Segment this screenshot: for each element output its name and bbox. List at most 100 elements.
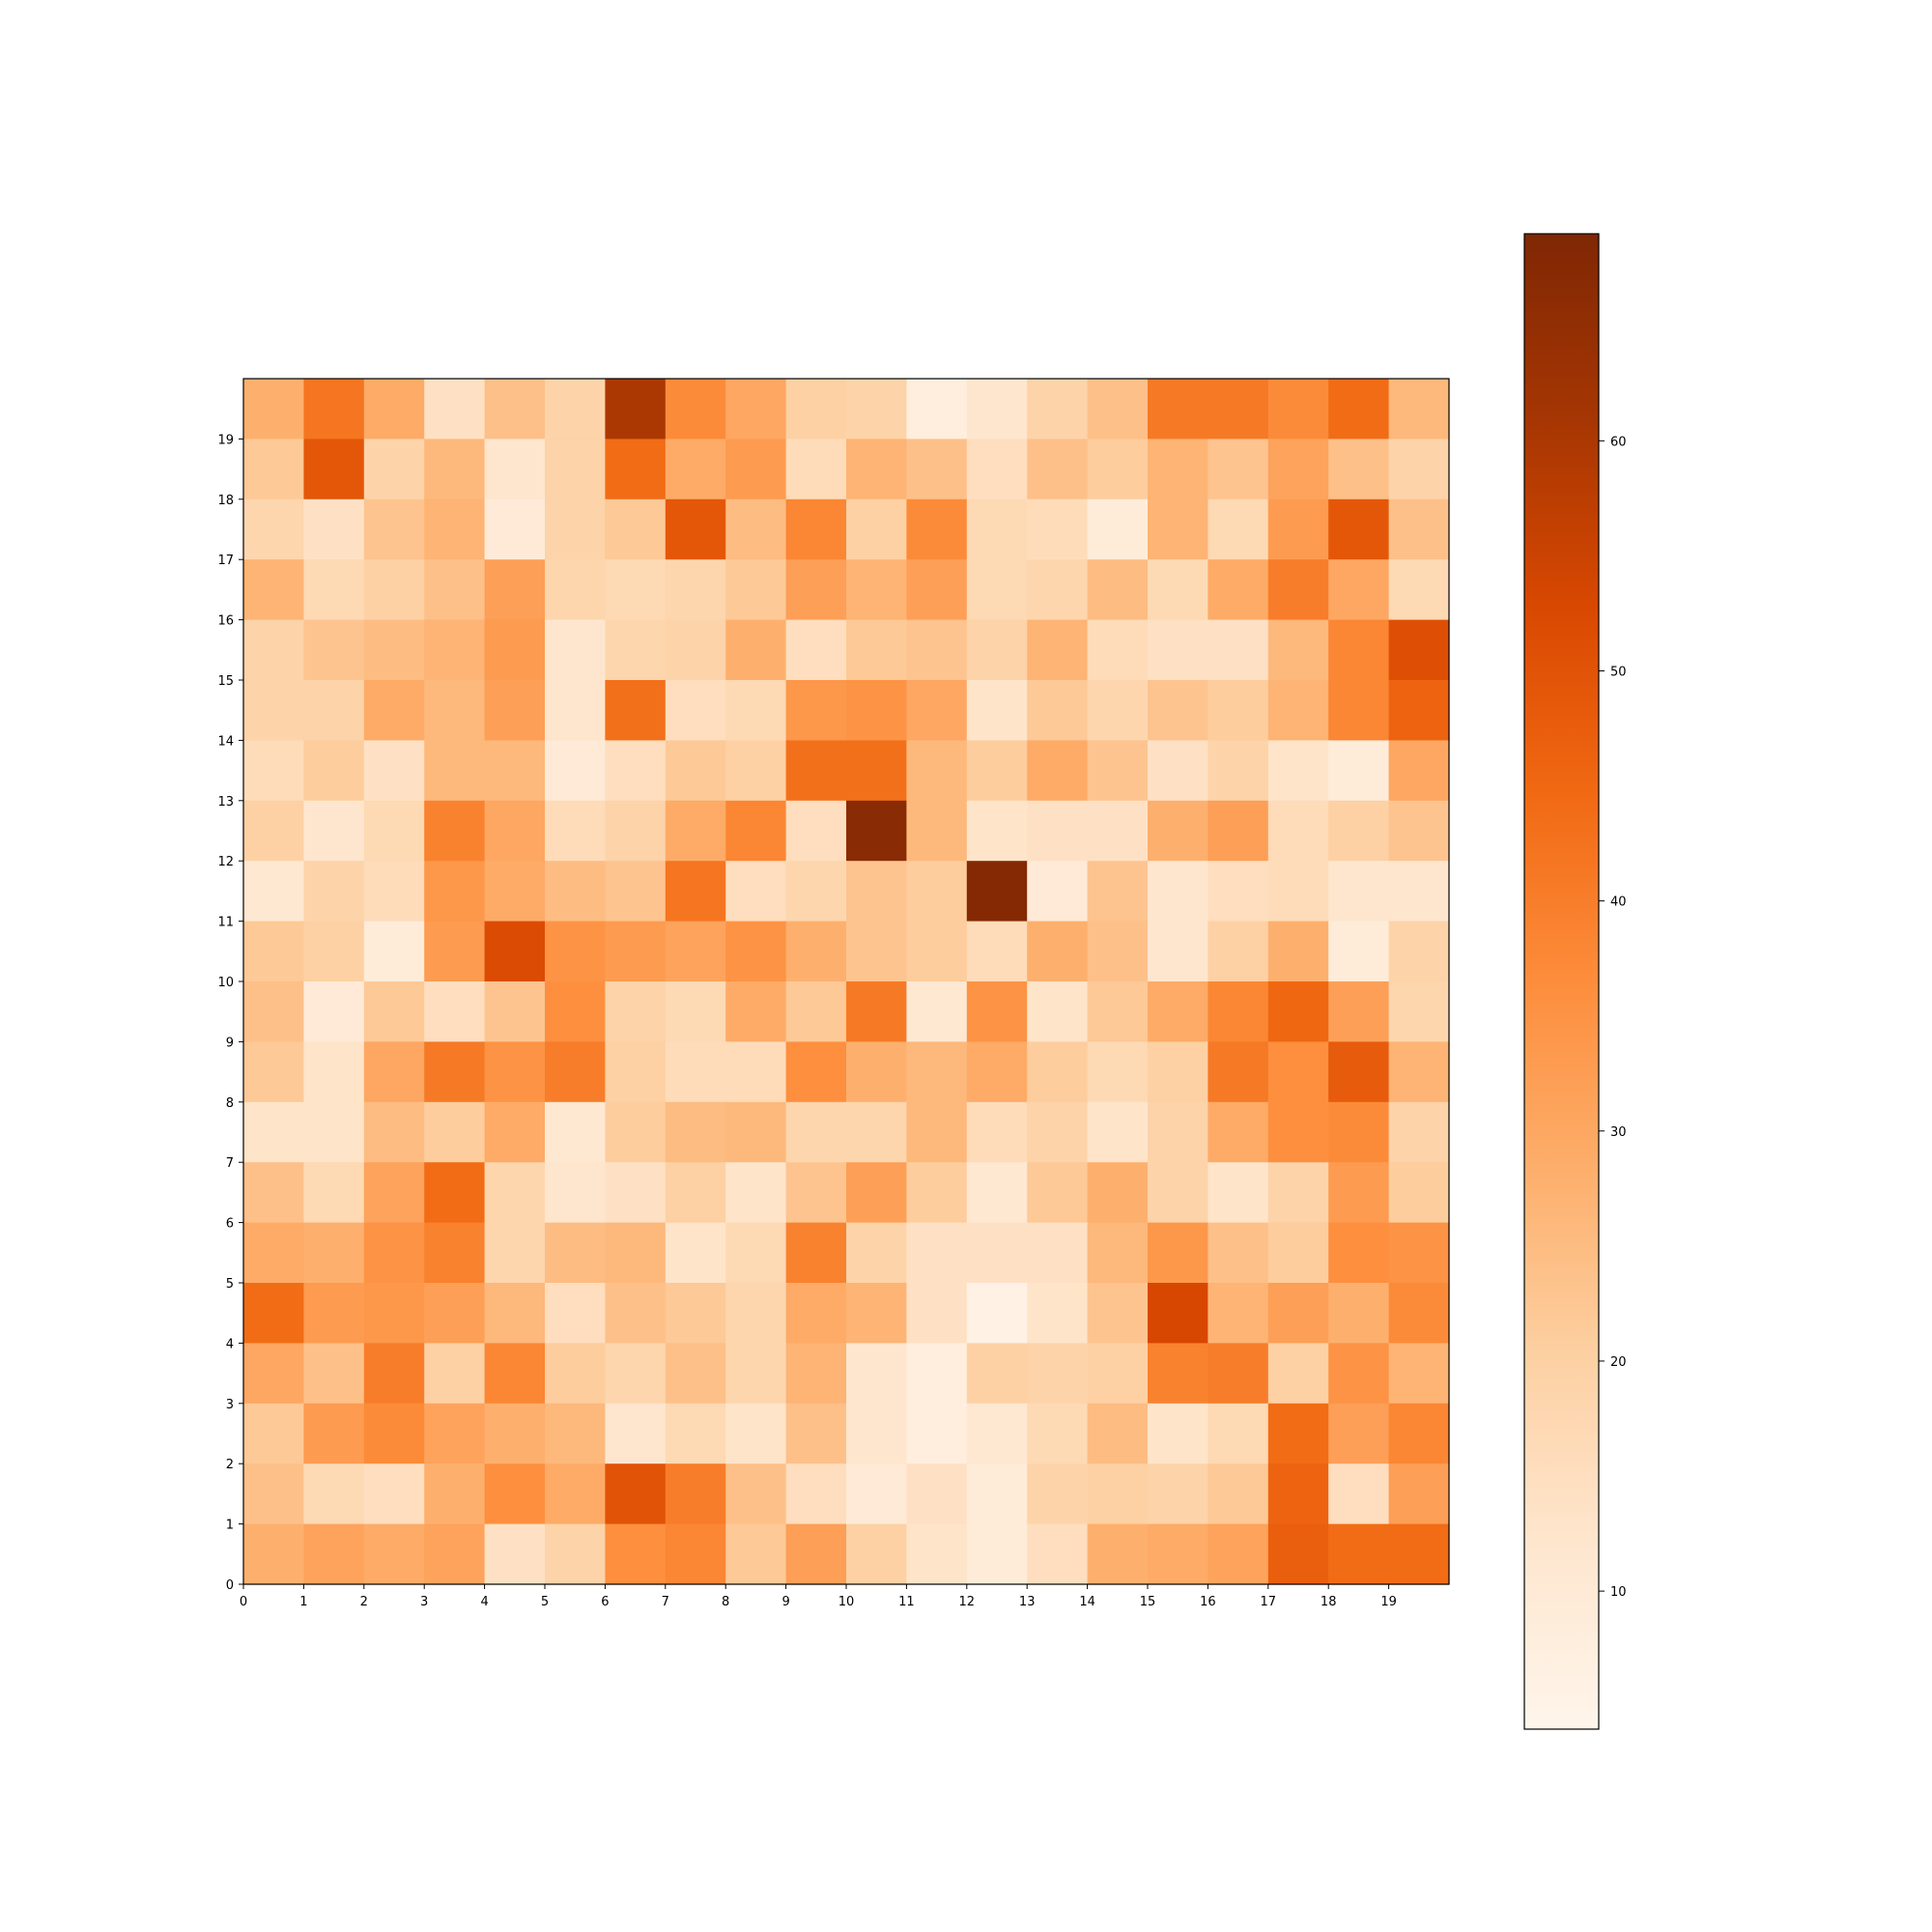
heatmap-cell	[545, 498, 606, 560]
heatmap-cell	[966, 559, 1028, 621]
heatmap-cell	[484, 1222, 546, 1284]
heatmap-cell	[966, 800, 1028, 862]
heatmap-cell	[1267, 1041, 1329, 1103]
heatmap-cell	[725, 921, 787, 982]
heatmap-cell	[725, 740, 787, 802]
heatmap-cell	[1148, 1463, 1208, 1525]
heatmap-cell	[605, 1463, 667, 1525]
heatmap-cell	[605, 439, 667, 500]
y-tick-label: 8	[226, 1096, 234, 1111]
heatmap-cell	[243, 1041, 304, 1103]
heatmap-cell	[665, 1283, 726, 1344]
heatmap-cell	[1027, 680, 1089, 741]
y-tick-label: 18	[217, 494, 234, 508]
heatmap-cell	[846, 1523, 907, 1585]
heatmap-cell	[1027, 740, 1089, 802]
x-tick-label: 5	[541, 1595, 549, 1609]
y-tick-label: 16	[217, 614, 234, 629]
heatmap-cell	[906, 1162, 968, 1224]
heatmap-cell	[725, 861, 787, 923]
heatmap-cell	[966, 498, 1028, 560]
y-tick-label: 14	[217, 734, 234, 749]
x-tick-label: 15	[1140, 1595, 1156, 1609]
heatmap-cell	[665, 498, 726, 560]
heatmap-cell	[1087, 921, 1149, 982]
heatmap-cell	[725, 439, 787, 500]
heatmap-cell	[484, 740, 546, 802]
colorbar-tick-label: 40	[1610, 895, 1627, 910]
heatmap-cell	[1027, 379, 1089, 440]
heatmap-cell	[1208, 1403, 1269, 1464]
heatmap-cell	[1148, 1101, 1208, 1163]
heatmap-cell	[1027, 1523, 1089, 1585]
heatmap-cell	[303, 1343, 365, 1405]
heatmap-cell	[1027, 1283, 1089, 1344]
heatmap-cell	[725, 1403, 787, 1464]
heatmap-cell	[1087, 1041, 1149, 1103]
heatmap-cell	[1208, 1283, 1269, 1344]
heatmap-cell	[785, 379, 847, 440]
heatmap-cell	[605, 1162, 667, 1224]
heatmap-cell	[785, 1222, 847, 1284]
heatmap-cell	[605, 498, 667, 560]
heatmap-cell	[1148, 619, 1208, 681]
heatmap-cell	[1388, 1343, 1450, 1405]
heatmap-cell	[243, 1463, 304, 1525]
heatmap-cell	[966, 619, 1028, 681]
heatmap-cell	[363, 1101, 425, 1163]
heatmap-cell	[363, 1162, 425, 1224]
heatmap-cell	[1148, 1523, 1208, 1585]
heatmap-cell	[1328, 1041, 1390, 1103]
heatmap-cell	[1027, 1222, 1089, 1284]
heatmap-cell	[1388, 1101, 1450, 1163]
heatmap-cell	[846, 740, 907, 802]
heatmap-cell	[1388, 1403, 1450, 1464]
heatmap-cell	[1087, 1283, 1149, 1344]
heatmap-cell	[484, 800, 546, 862]
heatmap-cell	[1087, 559, 1149, 621]
heatmap-cell	[1267, 619, 1329, 681]
heatmap-cell	[846, 1101, 907, 1163]
heatmap-cell	[545, 1463, 606, 1525]
heatmap-cell	[545, 1403, 606, 1464]
heatmap-cell	[545, 1523, 606, 1585]
heatmap-cell	[363, 1523, 425, 1585]
heatmap-cell	[605, 1222, 667, 1284]
heatmap-cell	[303, 1101, 365, 1163]
heatmap-cell	[725, 800, 787, 862]
heatmap-cell	[605, 861, 667, 923]
heatmap-cell	[1027, 498, 1089, 560]
heatmap-cell	[545, 1343, 606, 1405]
heatmap-cell	[906, 379, 968, 440]
heatmap-cell	[785, 981, 847, 1042]
heatmap-cell	[785, 1101, 847, 1163]
heatmap-cell	[665, 559, 726, 621]
heatmap-cell	[785, 619, 847, 681]
heatmap-cell	[1027, 1463, 1089, 1525]
heatmap-cell	[1208, 981, 1269, 1042]
heatmap-cell	[966, 861, 1028, 923]
heatmap-cell	[665, 1403, 726, 1464]
heatmap-cell	[243, 559, 304, 621]
x-tick-label: 13	[1019, 1595, 1036, 1609]
x-axis-ticks: 0 1 2 3 4 5 6 7 8 9 10 11 12 13 14 15 16 17 18 19	[240, 1584, 1397, 1609]
heatmap-cell	[303, 559, 365, 621]
x-tick-label: 14	[1079, 1595, 1095, 1609]
heatmap-cell	[605, 379, 667, 440]
heatmap-cell	[1148, 379, 1208, 440]
heatmap-cell	[484, 1283, 546, 1344]
heatmap-cell	[665, 861, 726, 923]
x-tick-label: 3	[420, 1595, 428, 1609]
heatmap-cell	[665, 680, 726, 741]
heatmap-cell	[1328, 921, 1390, 982]
y-tick-label: 1	[226, 1519, 234, 1533]
heatmap-cell	[484, 981, 546, 1042]
heatmap-cell	[785, 861, 847, 923]
heatmap-cell	[785, 740, 847, 802]
heatmap-cell	[545, 619, 606, 681]
heatmap-cell	[966, 680, 1028, 741]
heatmap-cell	[906, 981, 968, 1042]
heatmap-cell	[1208, 1101, 1269, 1163]
heatmap-cell	[966, 981, 1028, 1042]
